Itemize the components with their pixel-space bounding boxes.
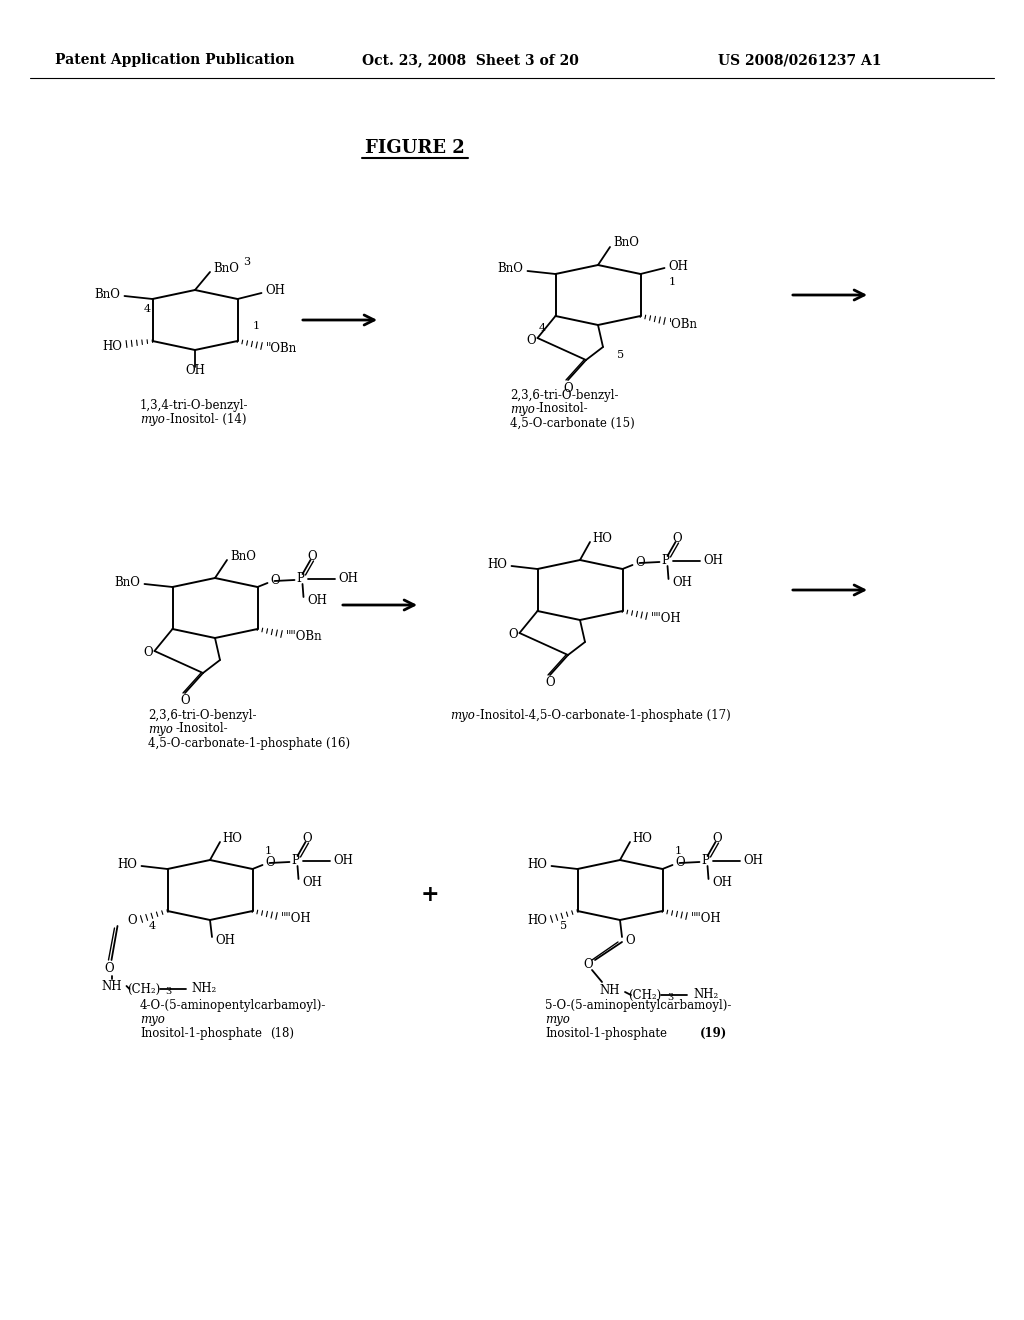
Text: (CH₂): (CH₂) (629, 989, 662, 1002)
Text: 1,3,4-tri-O-benzyl-: 1,3,4-tri-O-benzyl- (140, 399, 249, 412)
Text: -Inositol-: -Inositol- (536, 403, 589, 416)
Text: ""OH: ""OH (281, 912, 311, 925)
Text: O: O (265, 857, 275, 870)
Text: O: O (307, 550, 317, 564)
Text: NH: NH (101, 979, 122, 993)
Text: 4: 4 (539, 323, 546, 333)
Text: O: O (563, 381, 572, 395)
Text: "OBn: "OBn (265, 342, 297, 355)
Text: ""OH: ""OH (690, 912, 721, 925)
Text: BnO: BnO (213, 261, 239, 275)
Text: myo: myo (545, 1012, 570, 1026)
Text: 2,3,6-tri-O-benzyl-: 2,3,6-tri-O-benzyl- (148, 709, 256, 722)
Text: OH: OH (669, 260, 688, 272)
Text: (CH₂): (CH₂) (127, 982, 160, 995)
Text: OH: OH (215, 933, 234, 946)
Text: Inositol-1-phosphate: Inositol-1-phosphate (545, 1027, 667, 1040)
Text: 4,5-O-carbonate (15): 4,5-O-carbonate (15) (510, 417, 635, 429)
Text: BnO: BnO (498, 263, 523, 276)
Text: Inositol-1-phosphate: Inositol-1-phosphate (140, 1027, 262, 1040)
Text: BnO: BnO (94, 288, 121, 301)
Text: 1: 1 (253, 321, 260, 331)
Text: 4: 4 (148, 921, 156, 931)
Text: P: P (292, 854, 299, 867)
Text: O: O (143, 647, 154, 660)
Text: NH₂: NH₂ (191, 982, 217, 995)
Text: -Inositol-: -Inositol- (175, 722, 227, 735)
Text: Oct. 23, 2008  Sheet 3 of 20: Oct. 23, 2008 Sheet 3 of 20 (361, 53, 579, 67)
Text: OH: OH (703, 554, 723, 568)
Text: 4-O-(5-aminopentylcarbamoyl)-: 4-O-(5-aminopentylcarbamoyl)- (140, 998, 327, 1011)
Text: O: O (509, 628, 518, 642)
Text: myo: myo (510, 403, 535, 416)
Text: OH: OH (334, 854, 353, 867)
Text: HO: HO (632, 832, 652, 845)
Text: OH: OH (307, 594, 328, 607)
Text: -Inositol-4,5-O-carbonate-1-phosphate (17): -Inositol-4,5-O-carbonate-1-phosphate (1… (476, 709, 731, 722)
Text: 3: 3 (667, 994, 673, 1002)
Text: OH: OH (185, 363, 205, 376)
Text: O: O (270, 574, 281, 587)
Text: BnO: BnO (230, 549, 256, 562)
Text: ""OH: ""OH (650, 612, 681, 626)
Text: myo: myo (140, 1012, 165, 1026)
Text: 1: 1 (669, 277, 676, 286)
Text: 4,5-O-carbonate-1-phosphate (16): 4,5-O-carbonate-1-phosphate (16) (148, 737, 350, 750)
Text: 2,3,6-tri-O-benzyl-: 2,3,6-tri-O-benzyl- (510, 388, 618, 401)
Text: O: O (526, 334, 537, 346)
Text: P: P (297, 573, 304, 586)
Text: OH: OH (265, 285, 286, 297)
Text: OH: OH (713, 876, 732, 890)
Text: O: O (303, 833, 312, 846)
Text: HO: HO (527, 915, 548, 928)
Text: +: + (421, 884, 439, 906)
Text: O: O (104, 961, 115, 974)
Text: HO: HO (592, 532, 612, 544)
Text: 3: 3 (166, 987, 172, 997)
Text: myo: myo (450, 709, 475, 722)
Text: ""OBn: ""OBn (286, 631, 323, 644)
Text: HO: HO (118, 858, 137, 870)
Text: US 2008/0261237 A1: US 2008/0261237 A1 (718, 53, 882, 67)
Text: O: O (128, 915, 137, 928)
Text: OH: OH (743, 854, 763, 867)
Text: HO: HO (222, 832, 242, 845)
Text: BnO: BnO (115, 576, 140, 589)
Text: HO: HO (487, 557, 508, 570)
Text: 1: 1 (675, 846, 682, 855)
Text: O: O (625, 933, 635, 946)
Text: P: P (701, 854, 710, 867)
Text: OH: OH (302, 876, 323, 890)
Text: P: P (662, 554, 670, 568)
Text: BnO: BnO (613, 236, 639, 249)
Text: O: O (673, 532, 682, 545)
Text: HO: HO (102, 339, 123, 352)
Text: O: O (545, 676, 555, 689)
Text: 4: 4 (144, 304, 152, 314)
Text: O: O (584, 958, 593, 972)
Text: 5: 5 (617, 350, 624, 360)
Text: 'OBn: 'OBn (669, 318, 697, 330)
Text: HO: HO (527, 858, 548, 870)
Text: myo: myo (140, 412, 165, 425)
Text: O: O (180, 694, 189, 708)
Text: O: O (636, 557, 645, 569)
Text: O: O (713, 833, 722, 846)
Text: OH: OH (673, 577, 692, 590)
Text: 1: 1 (264, 846, 271, 855)
Text: O: O (676, 857, 685, 870)
Text: Patent Application Publication: Patent Application Publication (55, 53, 295, 67)
Text: FIGURE 2: FIGURE 2 (366, 139, 465, 157)
Text: 5-O-(5-aminopentylcarbamoyl)-: 5-O-(5-aminopentylcarbamoyl)- (545, 998, 731, 1011)
Text: (19): (19) (700, 1027, 727, 1040)
Text: 5: 5 (560, 921, 567, 931)
Text: myo: myo (148, 722, 173, 735)
Text: NH₂: NH₂ (693, 989, 718, 1002)
Text: (18): (18) (270, 1027, 294, 1040)
Text: OH: OH (339, 573, 358, 586)
Text: 3: 3 (244, 257, 251, 267)
Text: NH: NH (600, 983, 621, 997)
Text: -Inositol- (14): -Inositol- (14) (166, 412, 247, 425)
